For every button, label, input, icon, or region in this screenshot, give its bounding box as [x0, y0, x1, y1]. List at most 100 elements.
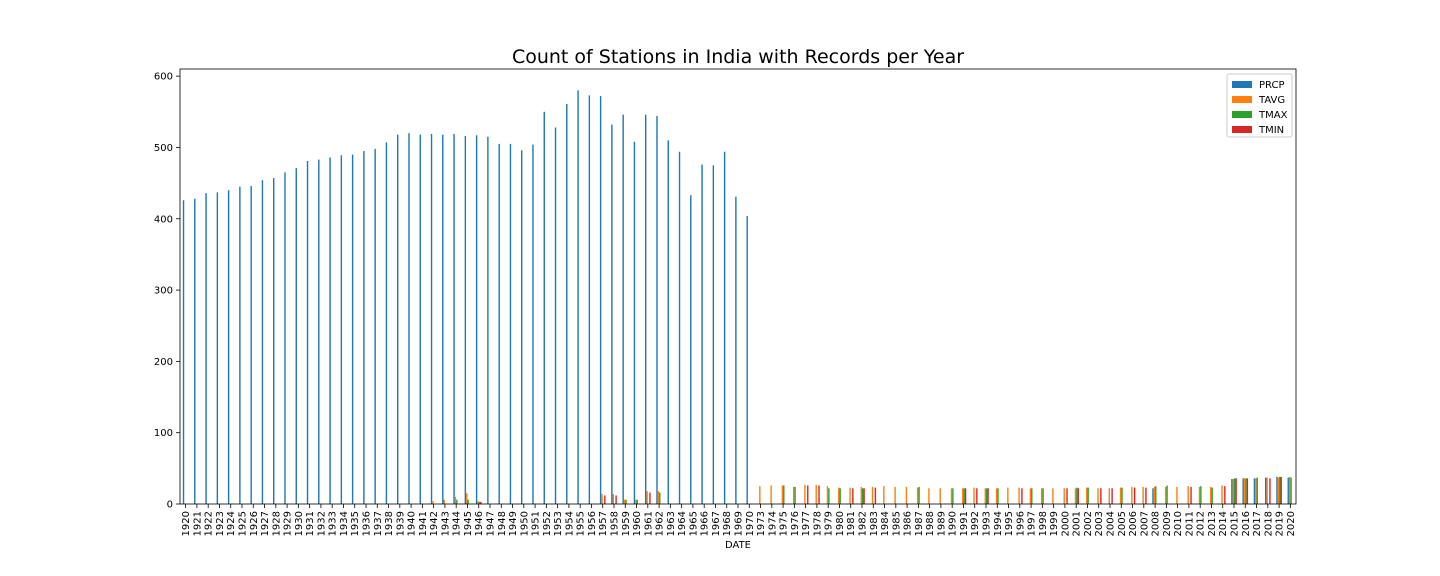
- bar-tmin-2007: [1145, 487, 1147, 504]
- bar-tmax-1990: [952, 488, 954, 504]
- bar-prcp-1939: [397, 134, 399, 505]
- bar-prcp-1930: [295, 168, 297, 504]
- bar-prcp-1944: [453, 133, 455, 504]
- x-tick-label: 1982: [858, 511, 869, 536]
- bar-prcp-1964: [678, 151, 681, 504]
- x-tick-label: 2018: [1263, 511, 1274, 536]
- x-axis-label: DATE: [725, 540, 751, 551]
- bar-prcp-1945: [464, 136, 467, 504]
- x-tick-label: 1985: [891, 511, 902, 536]
- bar-tmin-2006: [1133, 487, 1136, 504]
- x-tick-label: 1987: [914, 511, 925, 536]
- bar-prcp-1951: [532, 144, 534, 504]
- bar-tmax-1994: [997, 488, 999, 504]
- bar-prcp-1932: [318, 159, 320, 504]
- bar-tmax-2005: [1121, 487, 1123, 504]
- bar-tavg-1979: [826, 486, 829, 504]
- x-tick-label: 2006: [1128, 511, 1139, 536]
- legend-label-tmax: TMAX: [1258, 110, 1288, 121]
- bar-tmin-2019: [1280, 476, 1282, 504]
- bar-tavg-2004: [1108, 488, 1110, 504]
- bar-prcp-2019: [1276, 476, 1278, 504]
- x-tick-label: 2007: [1139, 511, 1150, 536]
- x-tick-label: 1964: [677, 511, 688, 536]
- bar-tmax-1960: [636, 499, 638, 504]
- bar-prcp-1920: [182, 200, 185, 504]
- x-tick-label: 1946: [474, 511, 485, 536]
- x-tick-label: 1951: [531, 511, 542, 536]
- bar-tavg-1974: [770, 485, 772, 504]
- bar-tmin-2000: [1066, 488, 1068, 504]
- bar-prcp-1955: [577, 90, 579, 504]
- bar-prcp-1963: [667, 140, 669, 504]
- bar-tavg-1982: [860, 486, 862, 504]
- bar-tavg-2006: [1131, 486, 1133, 504]
- y-tick-label: 100: [154, 428, 173, 439]
- bar-tmin-1957: [604, 495, 606, 504]
- bar-prcp-1931: [306, 160, 309, 505]
- bar-prcp-1926: [250, 185, 252, 504]
- x-tick-label: 1969: [734, 511, 745, 536]
- x-tick-label: 2009: [1162, 511, 1173, 536]
- bar-tavg-2009: [1164, 486, 1167, 504]
- y-tick-label: 500: [154, 143, 173, 154]
- bar-prcp-1941: [419, 134, 421, 505]
- bar-tmin-2015: [1235, 478, 1237, 504]
- x-tick-label: 1960: [632, 511, 643, 536]
- x-tick-label: 1988: [925, 511, 936, 536]
- bar-tmin-1961: [649, 492, 651, 504]
- bar-tmin-2001: [1077, 488, 1079, 504]
- x-tick-label: 1945: [463, 511, 474, 536]
- bar-tavg-2015: [1232, 479, 1234, 504]
- x-tick-label: 2000: [1060, 511, 1071, 536]
- bar-prcp-1954: [566, 103, 568, 504]
- bar-prcp-1949: [509, 143, 512, 504]
- y-axis: 0 100 200 300 400 500 600: [154, 72, 180, 511]
- bar-prcp-2017: [1253, 478, 1256, 504]
- x-tick-label: 2020: [1286, 511, 1297, 536]
- x-tick-label: 2005: [1117, 511, 1128, 536]
- x-tick-label: 1994: [993, 511, 1004, 536]
- x-tick-label: 1996: [1015, 511, 1026, 536]
- bar-prcp-1962: [656, 116, 658, 504]
- x-tick-label: 1933: [328, 511, 339, 536]
- bar-prcp-1960: [633, 141, 636, 505]
- x-tick-label: 1956: [587, 511, 598, 536]
- x-tick-label: 1979: [824, 511, 835, 536]
- bar-tmax-1975: [783, 485, 785, 504]
- bar-prcp-1952: [543, 111, 545, 504]
- bar-tmin-1981: [852, 488, 854, 504]
- bar-tmax-1997: [1031, 488, 1033, 504]
- bar-tmin-1993: [987, 488, 989, 504]
- bar-prcp-1966: [701, 164, 703, 504]
- bar-tavg-2014: [1221, 485, 1223, 504]
- bar-prcp-1935: [351, 154, 354, 504]
- bar-prcp-1950: [521, 150, 523, 505]
- x-tick-label: 1938: [384, 511, 395, 536]
- x-tick-label: 2004: [1106, 511, 1117, 536]
- x-tick-label: 1952: [542, 511, 553, 536]
- y-tick-label: 0: [167, 500, 173, 511]
- x-tick-label: 1957: [598, 511, 609, 536]
- bar-tmax-2020: [1290, 477, 1292, 504]
- bar-prcp-1933: [329, 157, 331, 504]
- bar-prcp-1921: [194, 198, 196, 505]
- bar-tmin-1992: [976, 488, 978, 504]
- bar-prcp-1957: [599, 96, 602, 504]
- x-tick-label: 1995: [1004, 511, 1015, 536]
- x-tick-label: 1934: [339, 511, 350, 536]
- bar-prcp-1924: [227, 190, 230, 505]
- bar-prcp-2020: [1287, 477, 1289, 504]
- bar-tavg-1986: [905, 486, 908, 504]
- bar-prcp-1959: [622, 114, 624, 504]
- bar-prcp-1956: [588, 95, 591, 504]
- bar-tmax-1998: [1042, 488, 1044, 504]
- bar-prcp-1948: [498, 143, 500, 504]
- bar-tmax-2008: [1155, 486, 1157, 504]
- bar-tmin-1977: [807, 485, 809, 504]
- x-tick-label: 1976: [790, 511, 801, 536]
- bar-tmax-1946: [478, 501, 481, 504]
- x-tick-label: 1981: [846, 511, 857, 536]
- bar-tavg-1994: [995, 488, 998, 504]
